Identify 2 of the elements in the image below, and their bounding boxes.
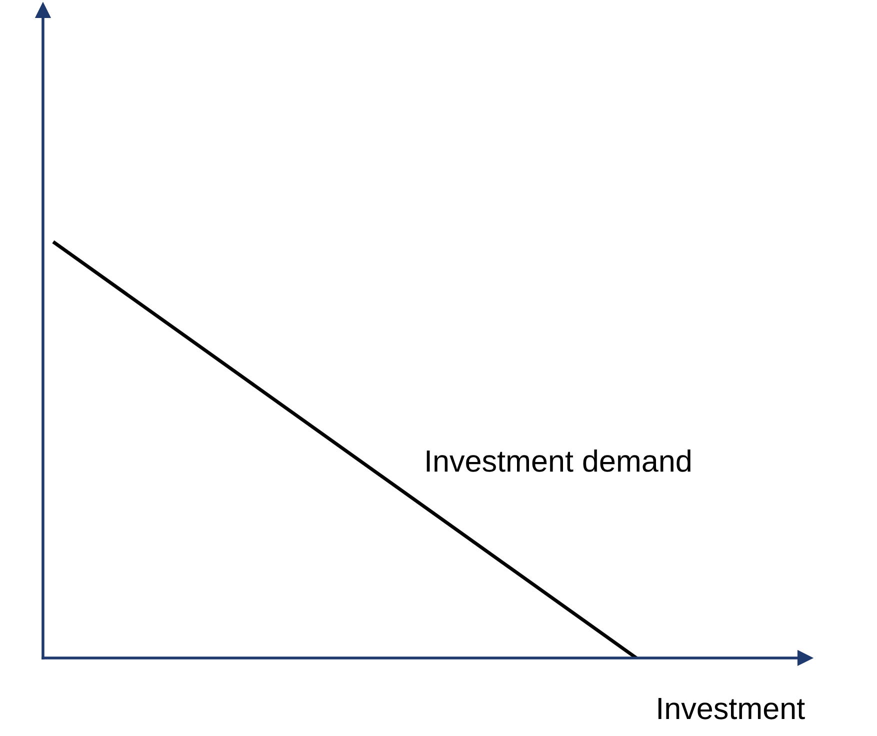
annotation: Investment demand — [426, 449, 690, 472]
x-axis-title: Investment — [658, 698, 805, 720]
